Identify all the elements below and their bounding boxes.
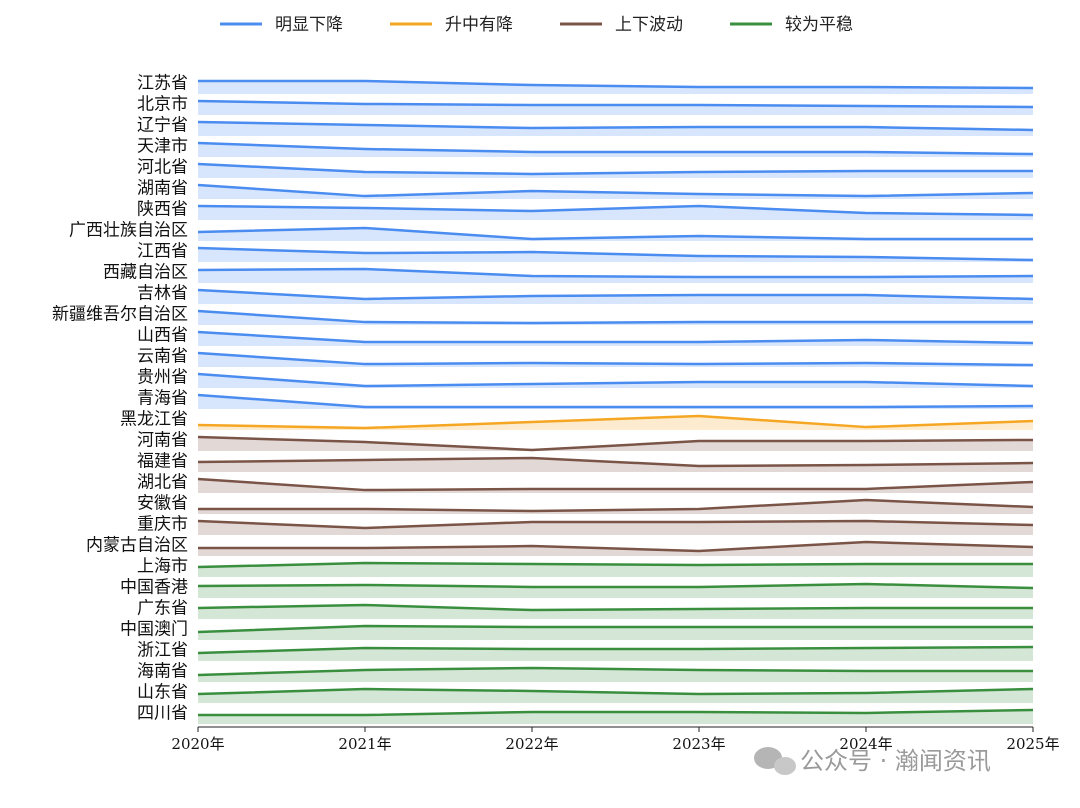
ridge-area [198,290,1033,304]
row-label: 江西省 [137,242,188,262]
row-label: 广东省 [137,599,188,619]
watermark: 公众号 · 瀚闻资讯 [754,747,991,775]
legend-label: 上下波动 [615,15,683,35]
ridge-area [198,563,1033,577]
ridge-line [197,477,1034,492]
ridge-area [198,584,1033,598]
ridge-line [197,120,1034,132]
row-label: 山东省 [137,683,188,703]
ridge-area [198,374,1033,388]
ridge-area [198,353,1033,367]
ridge-line [197,162,1033,176]
ridge-line [197,645,1034,655]
ridge-area [198,269,1033,283]
x-tick-label: 2023年 [672,735,725,753]
row-label: 云南省 [137,347,188,367]
ridge-line [197,666,1033,677]
ridge-area [198,80,1033,94]
ridge-area [198,626,1033,640]
ridge-line [197,267,1034,279]
ridge-line [197,561,1033,569]
row-label: 北京市 [137,95,188,115]
ridge-line [197,435,1034,452]
ridge-line [197,414,1034,430]
ridge-line [197,226,1033,241]
x-tick-label: 2024年 [839,735,892,753]
row-label: 湖南省 [137,179,188,199]
x-tick-label: 2021年 [338,735,391,753]
row-label: 山西省 [137,326,188,346]
watermark-text: 公众号 · 瀚闻资讯 [800,747,991,775]
ridge-line [197,183,1034,198]
ridge-line [198,79,1034,90]
ridge-line [197,99,1034,109]
row-label: 辽宁省 [137,116,188,136]
row-label: 重庆市 [137,515,188,535]
row-label: 天津市 [137,137,188,157]
row-label: 中国香港 [120,578,188,598]
ridge-line [197,393,1034,409]
ridge-line [197,372,1034,388]
ridge-line [197,204,1034,217]
row-label: 河北省 [137,158,188,178]
ridge-line [197,687,1034,696]
ridge-line [197,351,1034,367]
ridge-line [197,330,1034,345]
ridge-line [197,141,1034,156]
row-label: 福建省 [137,452,188,472]
ridge-area [198,647,1033,661]
ridge-line [197,288,1034,301]
row-label: 海南省 [137,662,188,682]
row-label: 江苏省 [137,74,188,94]
ridge-line [197,456,1034,468]
row-label: 湖北省 [137,473,188,493]
row-label: 新疆维吾尔自治区 [52,305,188,325]
row-label: 陕西省 [137,200,188,220]
row-label: 黑龙江省 [120,410,188,430]
ridge-line [197,582,1034,590]
legend-label: 明显下降 [275,15,343,35]
legend-label: 升中有降 [445,15,513,35]
ridge-area [198,143,1033,157]
row-label: 贵州省 [137,368,188,388]
ridge-area [198,458,1033,472]
x-tick-label: 2022年 [505,735,558,753]
ridge-line [198,498,1034,513]
row-label: 上海市 [137,557,188,577]
x-tick-label: 2025年 [1006,735,1059,753]
ridge-line [197,603,1033,612]
row-label: 广西壮族自治区 [69,221,188,241]
row-label: 安徽省 [137,494,188,514]
ridge-area [198,689,1033,703]
ridge-area [198,122,1033,136]
ridge-line [198,708,1034,717]
row-label: 河南省 [137,431,188,451]
row-label: 青海省 [137,389,188,409]
row-label: 西藏自治区 [103,263,188,283]
ridge-area [198,164,1033,178]
row-label: 内蒙古自治区 [86,536,188,556]
row-label: 四川省 [137,704,188,724]
row-label: 中国澳门 [120,620,188,640]
x-tick-label: 2020年 [171,735,224,753]
ridge-line [197,624,1033,634]
row-label: 浙江省 [137,641,188,661]
ridge-area [198,311,1033,325]
legend-label: 较为平稳 [785,15,853,35]
ridge-line [197,519,1034,530]
ridge-line [197,309,1033,325]
ridge-line [198,540,1034,553]
watermark-icon [774,757,796,775]
ridge-area [198,521,1033,535]
row-label: 吉林省 [137,284,188,304]
ridge-area [198,416,1033,430]
ridge-line [197,246,1034,262]
ridge-area [198,437,1033,451]
